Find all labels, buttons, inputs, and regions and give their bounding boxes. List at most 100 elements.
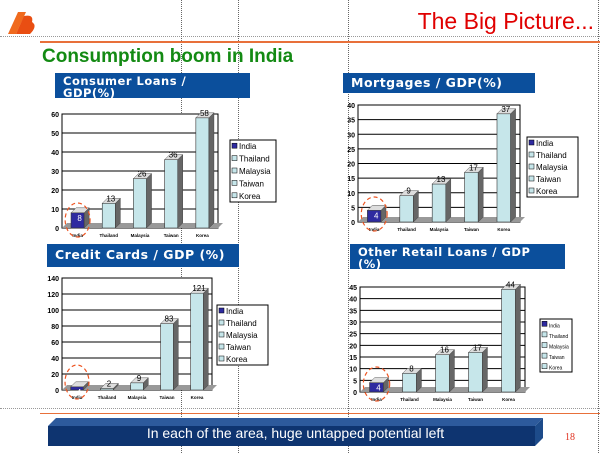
x-tick-label: Malaysia bbox=[128, 395, 147, 400]
data-label: 8 bbox=[409, 364, 414, 373]
bar-top bbox=[164, 154, 184, 160]
chart-title-credit-cards: Credit Cards / GDP (%) bbox=[47, 244, 239, 267]
legend-label: Taiwan bbox=[549, 355, 565, 361]
slide-title: The Big Picture... bbox=[417, 8, 594, 34]
x-tick-label: Thailand bbox=[98, 395, 117, 400]
legend-label: Taiwan bbox=[226, 343, 251, 352]
bar-side bbox=[177, 154, 183, 229]
highlight-circle bbox=[360, 196, 388, 232]
bar-top bbox=[366, 205, 387, 211]
x-tick-label: Korea bbox=[502, 397, 515, 402]
header-divider bbox=[40, 41, 600, 43]
bar-thailand bbox=[101, 203, 116, 229]
chart-title-mortgages: Mortgages / GDP(%) bbox=[343, 73, 535, 93]
y-tick-label: 20 bbox=[347, 162, 355, 169]
y-tick-label: 30 bbox=[51, 169, 59, 176]
data-label: 13 bbox=[437, 175, 446, 184]
slide-subtitle: Consumption boom in India bbox=[42, 46, 294, 67]
legend-label: India bbox=[239, 142, 257, 151]
legend-swatch bbox=[541, 331, 548, 338]
x-tick-label: India bbox=[72, 395, 83, 400]
y-tick-label: 10 bbox=[349, 367, 357, 374]
guide-line bbox=[598, 0, 599, 453]
data-label: 17 bbox=[469, 163, 478, 172]
y-tick-label: 35 bbox=[349, 308, 357, 315]
x-tick-label: Malaysia bbox=[433, 397, 452, 402]
bar-side bbox=[146, 173, 152, 229]
bar-malaysia bbox=[130, 382, 144, 391]
y-tick-label: 25 bbox=[347, 147, 355, 154]
highlight-circle bbox=[64, 202, 91, 238]
bar-side bbox=[515, 283, 521, 393]
data-label: 17 bbox=[473, 343, 482, 352]
bar-side bbox=[445, 178, 452, 223]
legend-swatch bbox=[528, 163, 535, 170]
legend-label: Malaysia bbox=[226, 331, 258, 340]
data-label: 37 bbox=[501, 105, 510, 114]
x-tick-label: Thailand bbox=[397, 227, 416, 232]
legend-swatch bbox=[218, 307, 225, 314]
data-label: 121 bbox=[192, 284, 206, 293]
y-tick-label: 80 bbox=[51, 324, 59, 331]
data-label: 2 bbox=[107, 379, 112, 388]
data-label: 44 bbox=[506, 280, 515, 289]
legend-swatch bbox=[218, 331, 225, 338]
y-tick-label: 15 bbox=[349, 355, 357, 362]
bar-top bbox=[190, 288, 209, 294]
data-label: 4 bbox=[77, 388, 82, 397]
y-tick-label: 20 bbox=[51, 188, 59, 195]
x-tick-label: Malaysia bbox=[131, 233, 150, 238]
bar-top bbox=[496, 108, 517, 114]
bar-top bbox=[100, 383, 119, 389]
y-tick-label: 40 bbox=[349, 297, 357, 304]
legend-label: Korea bbox=[536, 187, 558, 196]
legend-swatch bbox=[528, 175, 535, 182]
data-label: 9 bbox=[406, 187, 411, 196]
bar-side bbox=[208, 112, 215, 229]
y-tick-label: 10 bbox=[51, 207, 59, 214]
bar-taiwan bbox=[160, 323, 174, 391]
bar-top bbox=[399, 190, 419, 196]
footer-divider bbox=[40, 413, 600, 414]
x-tick-label: Korea bbox=[191, 395, 204, 400]
data-label: 26 bbox=[138, 170, 147, 179]
legend-label: Korea bbox=[226, 355, 248, 364]
legend-swatch bbox=[528, 151, 535, 158]
data-label: 8 bbox=[77, 214, 82, 223]
footer-message: In each of the area, huge untapped poten… bbox=[146, 425, 445, 441]
legend-swatch bbox=[541, 342, 548, 348]
bank-logo-icon bbox=[8, 12, 35, 34]
bar-top bbox=[468, 347, 488, 353]
legend bbox=[539, 318, 573, 373]
y-tick-label: 0 bbox=[55, 388, 59, 395]
data-label: 9 bbox=[137, 374, 142, 383]
y-tick-label: 0 bbox=[353, 390, 357, 397]
legend-label: Malaysia bbox=[536, 163, 568, 172]
page-number: 18 bbox=[565, 432, 575, 443]
data-label: 58 bbox=[200, 109, 209, 118]
bar-taiwan bbox=[464, 171, 479, 223]
bar-taiwan bbox=[164, 159, 179, 229]
legend-label: Taiwan bbox=[536, 175, 561, 184]
data-label: 83 bbox=[165, 315, 174, 324]
guide-line bbox=[238, 0, 239, 453]
bar-taiwan bbox=[468, 352, 483, 393]
legend-swatch bbox=[528, 139, 535, 146]
guide-line bbox=[0, 36, 600, 37]
y-tick-label: 50 bbox=[51, 131, 59, 138]
highlight-circle bbox=[64, 364, 90, 400]
x-tick-label: Taiwan bbox=[164, 233, 179, 238]
legend-swatch bbox=[231, 167, 238, 174]
x-tick-label: Taiwan bbox=[464, 227, 479, 232]
y-tick-label: 20 bbox=[349, 343, 357, 350]
bar-side bbox=[510, 108, 516, 223]
bar-malaysia bbox=[435, 354, 450, 393]
legend-swatch bbox=[218, 319, 225, 326]
chart-credit-cards: 0204060801001201404India2Thailand9Malays… bbox=[47, 276, 269, 400]
y-tick-label: 0 bbox=[351, 220, 355, 227]
bar-top bbox=[501, 284, 521, 290]
bar-top bbox=[402, 368, 422, 374]
bar-thailand bbox=[402, 373, 417, 393]
legend-swatch bbox=[231, 142, 238, 149]
x-tick-label: Korea bbox=[196, 233, 209, 238]
